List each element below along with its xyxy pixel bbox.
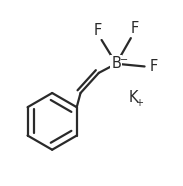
Text: +: + bbox=[135, 97, 143, 108]
Text: K: K bbox=[129, 90, 138, 105]
Text: F: F bbox=[94, 23, 102, 38]
Text: F: F bbox=[130, 21, 139, 36]
Text: F: F bbox=[149, 59, 158, 74]
Text: −: − bbox=[120, 55, 128, 65]
Text: B: B bbox=[111, 56, 121, 71]
